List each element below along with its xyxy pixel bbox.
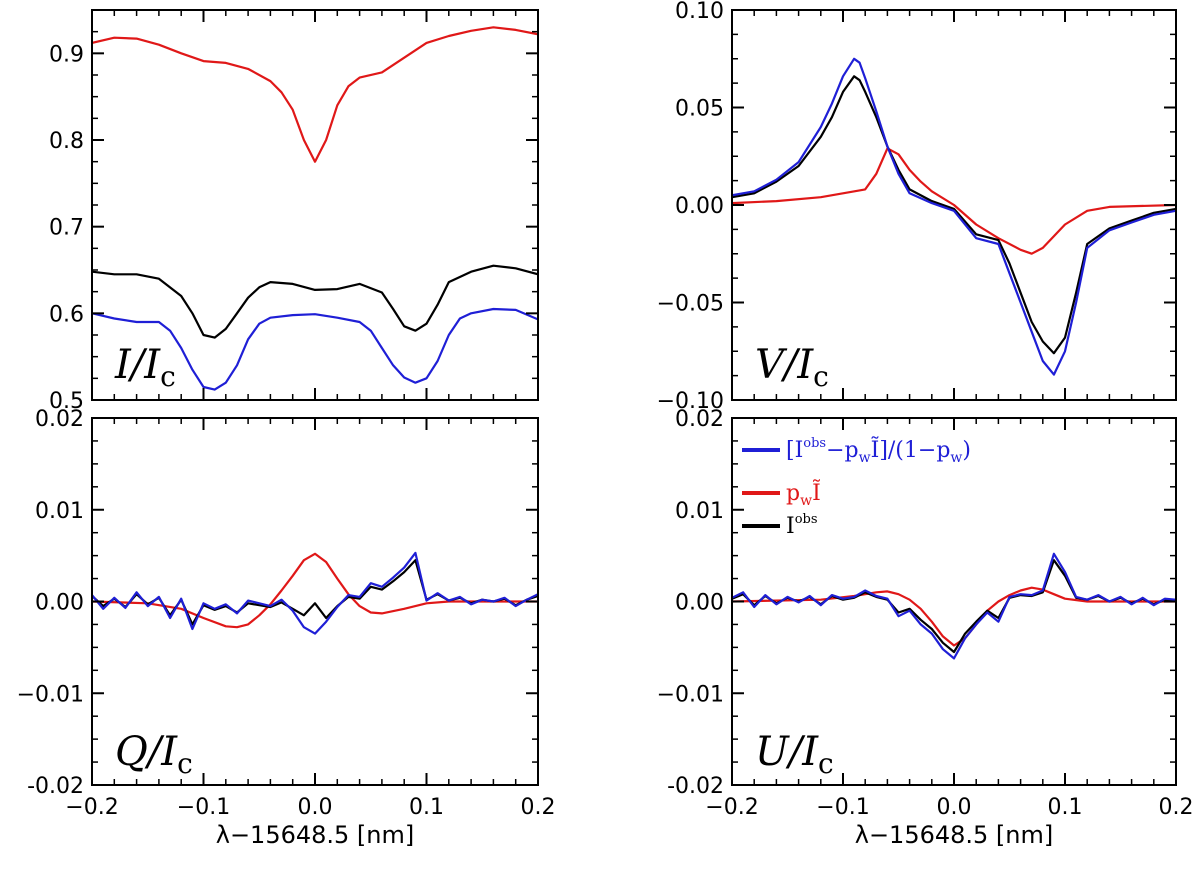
y-tick-label: 0.00 (675, 194, 724, 219)
panel-label-Q: Q/Ic (115, 729, 193, 780)
panel-V: −0.10 −0.05 0.00 0.05 0.10 V/Ic (657, 0, 1177, 414)
x-tick-label: 0.1 (409, 795, 444, 820)
y-tick-label: 0.6 (49, 302, 84, 327)
y-tick-label: 0.02 (675, 407, 724, 432)
y-tick-label: 0.00 (675, 591, 724, 616)
x-axis-title: λ−15648.5 [nm] (855, 821, 1054, 849)
y-tick-label: 0.10 (675, 0, 724, 24)
y-tick-label: 0.7 (49, 216, 84, 241)
x-tick-label: 0.2 (1159, 795, 1194, 820)
y-tick-label: −0.01 (657, 682, 724, 707)
legend-label-1: pwĨ (786, 478, 821, 509)
y-tick-label: -0.02 (667, 774, 724, 799)
panel-U: -0.02 −0.01 0.00 0.01 0.02 −0.2 −0.1 0.0 0.1 0.2 λ… (657, 407, 1194, 849)
x-axis-title: λ−15648.5 [nm] (216, 821, 415, 849)
series-line-V-2 (732, 57, 1176, 376)
series-line-U-0 (732, 586, 1176, 647)
y-tick-label: 0.00 (35, 591, 84, 616)
y-tick-label: 0.01 (35, 499, 84, 524)
y-tick-label: −0.05 (657, 292, 724, 317)
x-tick-label: 0.2 (521, 795, 556, 820)
y-tick-label: 0.5 (49, 389, 84, 414)
panel-label-I: I/Ic (114, 342, 176, 393)
legend: [Iobs−pwĨ]/(1−pw) pwĨ Iobs (742, 435, 971, 539)
y-tick-label: −0.01 (17, 682, 84, 707)
y-tick-label: 0.02 (35, 407, 84, 432)
y-tick-label: 0.8 (49, 129, 84, 154)
series-line-V-1 (732, 75, 1176, 355)
series-line-Q-2 (92, 551, 538, 635)
x-tick-label: 0.0 (937, 795, 972, 820)
panel-I: 0.5 0.6 0.7 0.8 0.9 I/Ic (49, 9, 539, 414)
y-tick-label: -0.02 (27, 774, 84, 799)
x-tick-label: 0.0 (298, 795, 333, 820)
x-tick-label: −0.1 (177, 795, 230, 820)
x-tick-label: −0.2 (65, 795, 118, 820)
panel-label-U: U/Ic (755, 729, 834, 780)
series-line-I-2 (92, 307, 538, 391)
series-line-I-1 (92, 264, 538, 339)
series-line-U-1 (732, 559, 1176, 654)
y-tick-label: 0.01 (675, 499, 724, 524)
legend-label-2: Iobs (786, 512, 818, 539)
panel-Q: -0.02 −0.01 0.00 0.01 0.02 −0.2 −0.1 0.0 0.1 0.2 λ… (17, 407, 556, 849)
series-line-Q-0 (92, 552, 538, 629)
y-tick-label: −0.10 (657, 389, 724, 414)
y-tick-label: 0.9 (49, 42, 84, 67)
series-line-I-0 (92, 26, 538, 163)
x-tick-label: 0.1 (1048, 795, 1083, 820)
panel-label-V: V/Ic (755, 342, 829, 393)
series-line-U-2 (732, 552, 1176, 660)
x-tick-label: −0.2 (705, 795, 758, 820)
x-tick-label: −0.1 (816, 795, 869, 820)
series-line-Q-1 (92, 559, 538, 626)
legend-label-0: [Iobs−pwĨ]/(1−pw) (786, 435, 971, 466)
y-tick-label: 0.05 (675, 97, 724, 122)
series-line-V-0 (732, 147, 1176, 255)
